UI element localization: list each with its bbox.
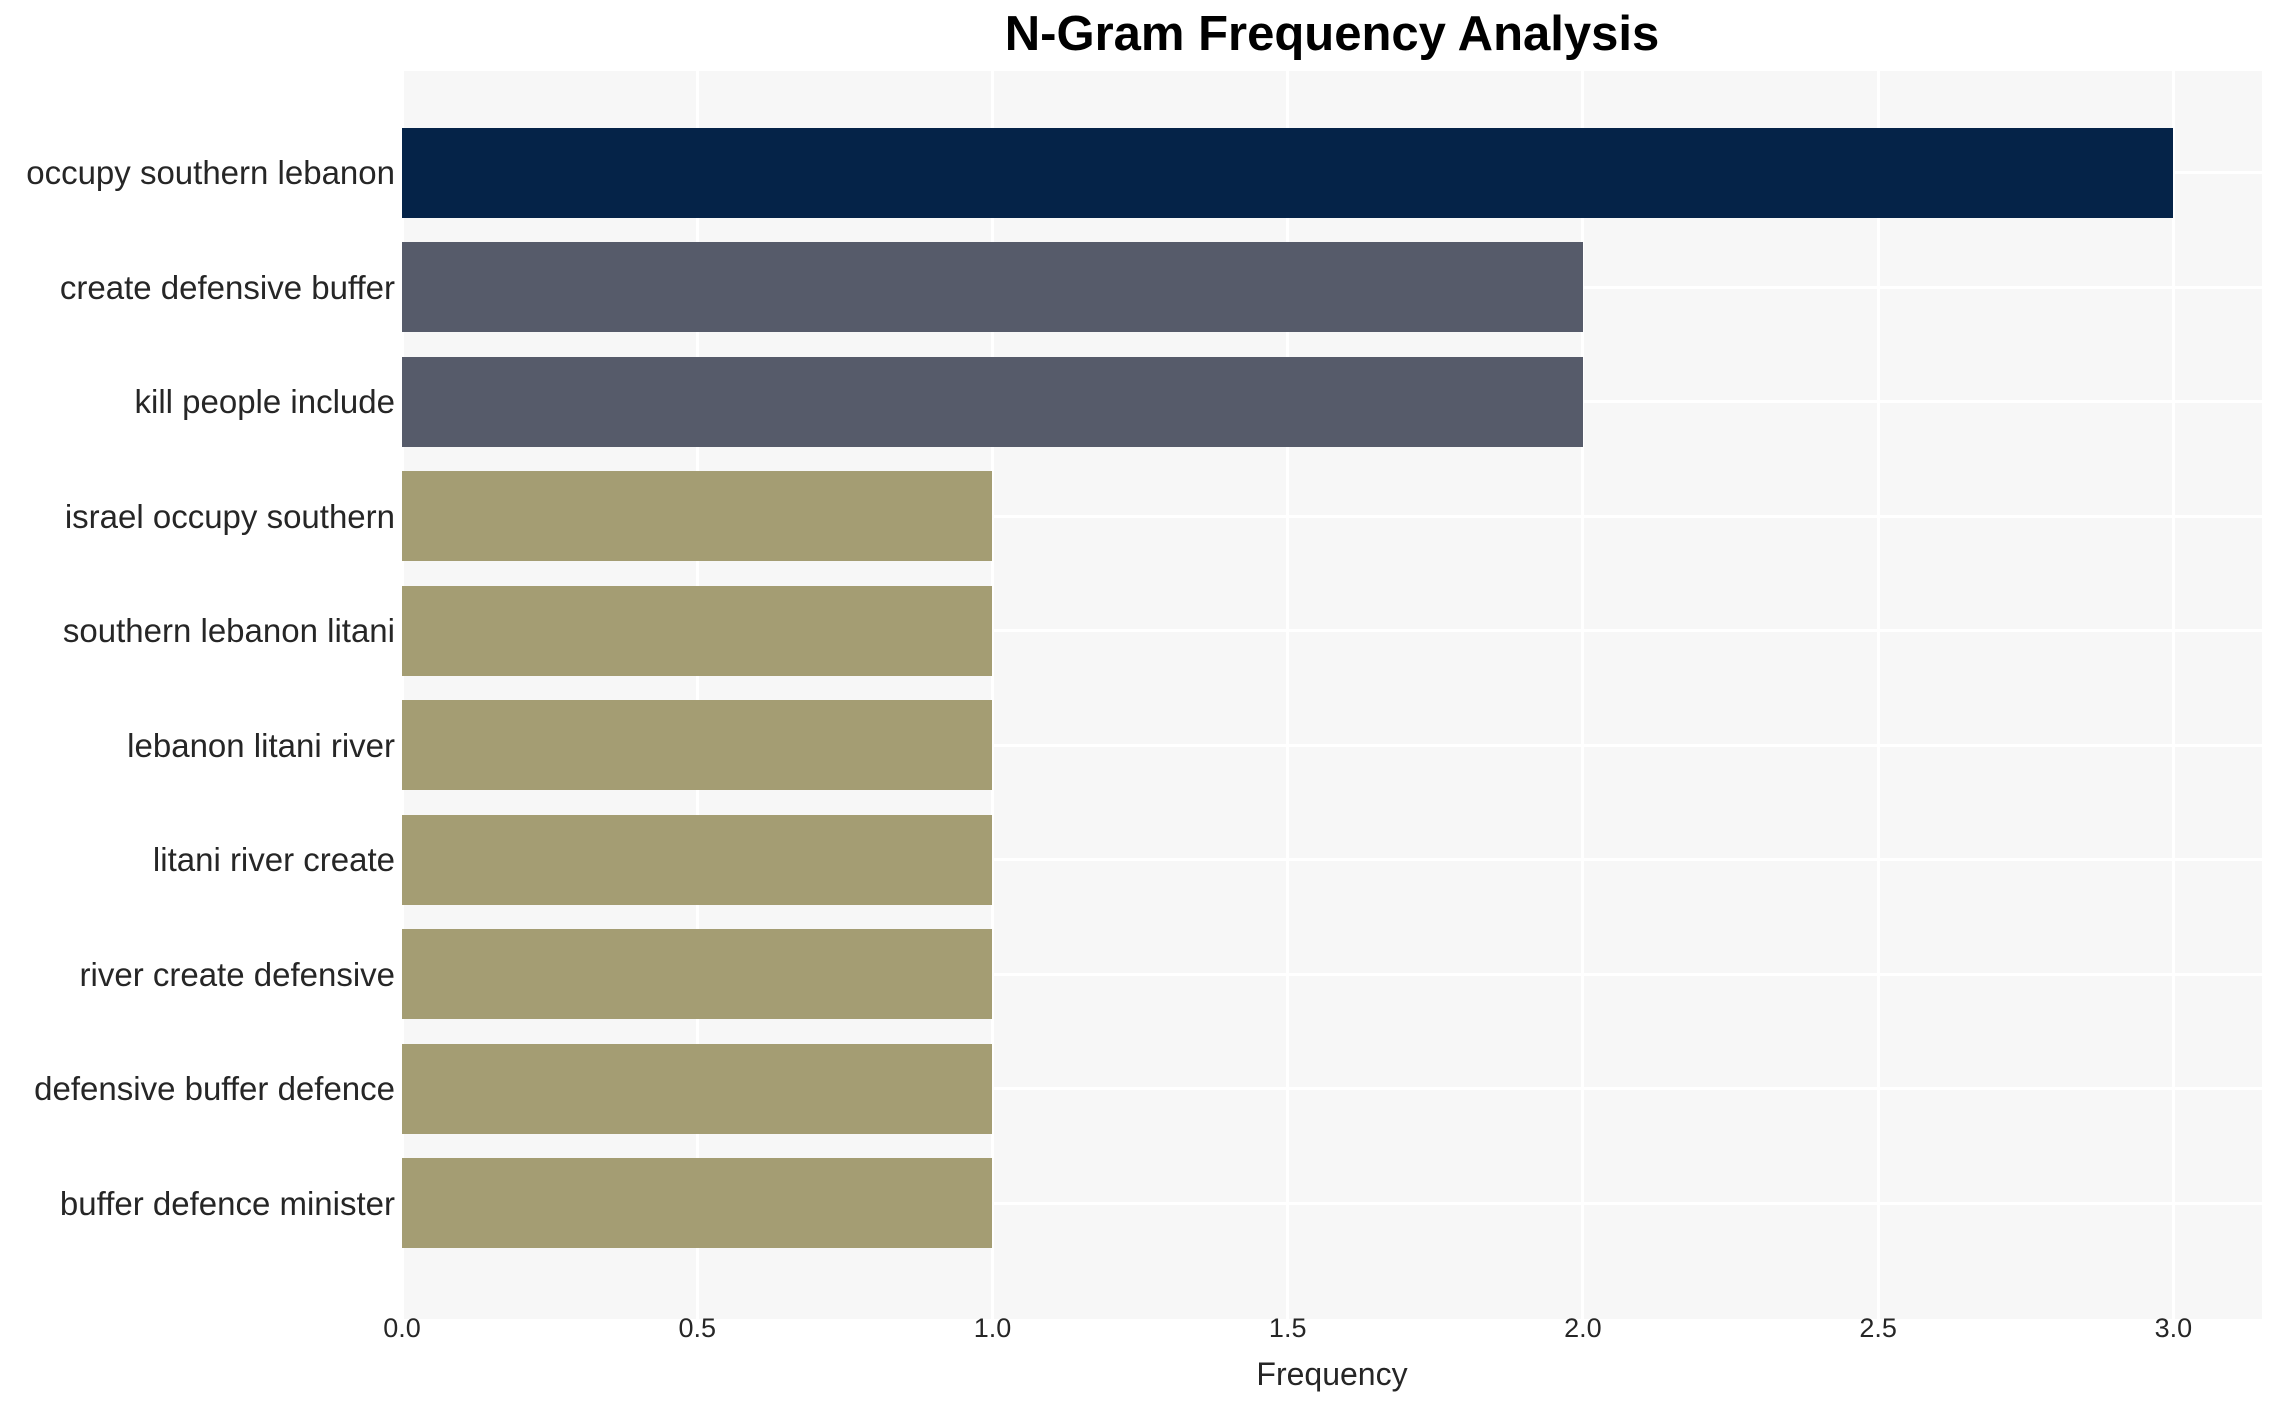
x-gridline bbox=[2171, 71, 2175, 1319]
x-tick-label: 0.5 bbox=[678, 1313, 717, 1343]
y-gridline bbox=[402, 1087, 2262, 1090]
bar bbox=[402, 814, 993, 905]
x-tick-label: 2.0 bbox=[1564, 1313, 1602, 1343]
x-axis-label: Frequency bbox=[1256, 1356, 1408, 1392]
x-gridline bbox=[695, 71, 699, 1319]
x-gridline bbox=[1581, 71, 1585, 1319]
x-gridline bbox=[990, 71, 994, 1319]
y-gridline bbox=[402, 514, 2262, 518]
y-tick-label: southern lebanon litani bbox=[62, 612, 395, 649]
bar bbox=[402, 471, 993, 561]
bar bbox=[402, 127, 2174, 218]
bar bbox=[402, 585, 993, 676]
bar bbox=[402, 242, 1583, 332]
bar bbox=[402, 356, 1583, 447]
y-tick-label: litani river create bbox=[152, 841, 395, 878]
y-tick-label: occupy southern lebanon bbox=[26, 154, 395, 191]
x-tick-label: 1.5 bbox=[1268, 1313, 1307, 1343]
bar bbox=[402, 700, 993, 790]
plot-area bbox=[400, 71, 2262, 1319]
chart-title: N-Gram Frequency Analysis bbox=[1004, 7, 1660, 61]
y-gridline bbox=[402, 743, 2262, 747]
y-tick-label: defensive buffer defence bbox=[34, 1070, 395, 1107]
y-gridline bbox=[402, 1201, 2262, 1205]
y-tick-label: river create defensive bbox=[79, 955, 395, 993]
x-gridline bbox=[400, 71, 404, 1319]
y-tick-label: kill people include bbox=[134, 383, 395, 420]
y-tick-label: lebanon litani river bbox=[127, 726, 395, 764]
y-gridline bbox=[402, 972, 2262, 976]
y-tick-label: create defensive buffer bbox=[59, 268, 395, 306]
y-gridline bbox=[402, 629, 2262, 632]
y-gridline bbox=[402, 858, 2262, 861]
x-tick-label: 2.5 bbox=[1859, 1313, 1897, 1343]
x-tick-label: 0.0 bbox=[383, 1313, 421, 1343]
y-tick-label: israel occupy southern bbox=[64, 497, 395, 535]
bar bbox=[402, 1043, 993, 1134]
y-tick-label: buffer defence minister bbox=[59, 1184, 395, 1222]
bar bbox=[402, 929, 993, 1019]
x-tick-label: 1.0 bbox=[973, 1313, 1012, 1343]
x-gridline bbox=[1876, 71, 1880, 1319]
x-gridline bbox=[1286, 71, 1290, 1319]
x-tick-label: 3.0 bbox=[2154, 1313, 2193, 1343]
bar bbox=[402, 1158, 993, 1248]
